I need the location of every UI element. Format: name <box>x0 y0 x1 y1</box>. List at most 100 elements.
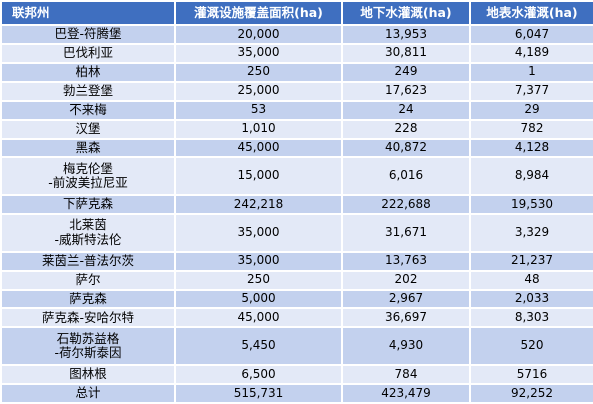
cell-groundwater: 36,697 <box>341 307 471 329</box>
cell-state: 总计 <box>0 382 176 404</box>
cell-state: 不来梅 <box>0 99 176 121</box>
cell-state: 梅克伦堡 -前波美拉尼亚 <box>0 156 176 197</box>
cell-surface: 3,329 <box>469 213 593 253</box>
cell-groundwater: 30,811 <box>341 42 471 64</box>
cell-groundwater: 4,930 <box>341 326 471 367</box>
cell-state: 巴登-符腾堡 <box>0 24 176 45</box>
state-name-line: 下萨克森 <box>62 196 113 212</box>
cell-surface: 48 <box>469 269 593 291</box>
table-row: 下萨克森 242,218 222,688 19,530 <box>0 194 593 216</box>
cell-coverage: 5,000 <box>174 288 343 310</box>
table-row: 黑森 45,000 40,872 4,128 <box>0 137 593 159</box>
state-name-line: 梅克伦堡 <box>62 160 113 176</box>
cell-coverage: 25,000 <box>174 80 343 102</box>
state-name-line: 柏林 <box>75 64 101 80</box>
header-surface: 地表水灌溉(ha) <box>469 0 593 26</box>
cell-state: 萨克森-安哈尔特 <box>0 307 176 329</box>
cell-groundwater: 40,872 <box>341 137 471 159</box>
cell-coverage: 35,000 <box>174 213 343 253</box>
cell-groundwater: 6,016 <box>341 156 471 197</box>
cell-state: 黑森 <box>0 137 176 159</box>
state-name-line: 总计 <box>75 385 101 401</box>
cell-state: 巴伐利亚 <box>0 42 176 64</box>
state-name-line: -威斯特法伦 <box>54 231 122 247</box>
cell-state: 石勒苏益格 -荷尔斯泰因 <box>0 326 176 367</box>
cell-groundwater: 202 <box>341 269 471 291</box>
cell-coverage: 20,000 <box>174 24 343 45</box>
cell-groundwater: 228 <box>341 118 471 140</box>
cell-coverage: 45,000 <box>174 307 343 329</box>
header-state: 联邦州 <box>0 0 176 26</box>
table-row: 北莱茵 -威斯特法伦 35,000 31,671 3,329 <box>0 213 593 253</box>
state-name-line: 萨克森-安哈尔特 <box>41 309 134 325</box>
cell-groundwater: 13,953 <box>341 24 471 45</box>
cell-surface: 7,377 <box>469 80 593 102</box>
cell-coverage: 35,000 <box>174 250 343 272</box>
cell-surface: 21,237 <box>469 250 593 272</box>
cell-surface: 1 <box>469 61 593 83</box>
cell-groundwater: 17,623 <box>341 80 471 102</box>
state-name-line: -前波美拉尼亚 <box>48 175 128 191</box>
header-row: 联邦州 灌溉设施覆盖面积(ha) 地下水灌溉(ha) 地表水灌溉(ha) <box>0 0 593 26</box>
header-coverage: 灌溉设施覆盖面积(ha) <box>174 0 343 26</box>
cell-coverage: 6,500 <box>174 364 343 385</box>
cell-groundwater: 784 <box>341 364 471 385</box>
table-row: 不来梅 53 24 29 <box>0 99 593 121</box>
state-name-line: 北莱茵 <box>69 217 107 233</box>
cell-groundwater: 249 <box>341 61 471 83</box>
cell-coverage: 250 <box>174 269 343 291</box>
cell-state: 北莱茵 -威斯特法伦 <box>0 213 176 253</box>
state-name-line: 巴登-符腾堡 <box>54 26 122 42</box>
table-row: 萨尔 250 202 48 <box>0 269 593 291</box>
cell-groundwater: 423,479 <box>341 382 471 404</box>
cell-coverage: 250 <box>174 61 343 83</box>
cell-state: 萨尔 <box>0 269 176 291</box>
state-name-line: 巴伐利亚 <box>62 45 113 61</box>
cell-coverage: 53 <box>174 99 343 121</box>
cell-coverage: 45,000 <box>174 137 343 159</box>
table-row: 梅克伦堡 -前波美拉尼亚 15,000 6,016 8,984 <box>0 156 593 197</box>
cell-coverage: 242,218 <box>174 194 343 216</box>
cell-coverage: 5,450 <box>174 326 343 367</box>
table-body: 巴登-符腾堡 20,000 13,953 6,047 巴伐利亚 35,000 30,811 4… <box>0 24 593 404</box>
cell-surface: 520 <box>469 326 593 367</box>
cell-surface: 5716 <box>469 364 593 385</box>
cell-state: 图林根 <box>0 364 176 385</box>
table-row: 石勒苏益格 -荷尔斯泰因 5,450 4,930 520 <box>0 326 593 367</box>
table-row: 总计 515,731 423,479 92,252 <box>0 382 593 404</box>
table-row: 巴登-符腾堡 20,000 13,953 6,047 <box>0 24 593 45</box>
cell-groundwater: 222,688 <box>341 194 471 216</box>
state-name-line: 莱茵兰-普法尔茨 <box>41 252 134 268</box>
state-name-line: 汉堡 <box>75 120 101 136</box>
table-row: 萨克森 5,000 2,967 2,033 <box>0 288 593 310</box>
state-name-line: 不来梅 <box>69 101 107 117</box>
table-row: 萨克森-安哈尔特 45,000 36,697 8,303 <box>0 307 593 329</box>
cell-surface: 782 <box>469 118 593 140</box>
cell-surface: 19,530 <box>469 194 593 216</box>
cell-coverage: 15,000 <box>174 156 343 197</box>
table-row: 勃兰登堡 25,000 17,623 7,377 <box>0 80 593 102</box>
cell-surface: 8,984 <box>469 156 593 197</box>
state-name-line: -荷尔斯泰因 <box>54 345 122 361</box>
cell-state: 汉堡 <box>0 118 176 140</box>
state-name-line: 石勒苏益格 <box>56 330 120 346</box>
state-name-line: 图林根 <box>69 366 107 382</box>
state-name-line: 勃兰登堡 <box>62 83 113 99</box>
cell-surface: 29 <box>469 99 593 121</box>
cell-groundwater: 2,967 <box>341 288 471 310</box>
table-row: 图林根 6,500 784 5716 <box>0 364 593 385</box>
cell-coverage: 515,731 <box>174 382 343 404</box>
header-groundwater: 地下水灌溉(ha) <box>341 0 471 26</box>
cell-state: 萨克森 <box>0 288 176 310</box>
table-row: 莱茵兰-普法尔茨 35,000 13,763 21,237 <box>0 250 593 272</box>
cell-surface: 92,252 <box>469 382 593 404</box>
cell-surface: 2,033 <box>469 288 593 310</box>
state-name-line: 萨克森 <box>69 290 107 306</box>
cell-groundwater: 24 <box>341 99 471 121</box>
cell-surface: 6,047 <box>469 24 593 45</box>
table-row: 巴伐利亚 35,000 30,811 4,189 <box>0 42 593 64</box>
cell-state: 柏林 <box>0 61 176 83</box>
cell-state: 下萨克森 <box>0 194 176 216</box>
table-row: 柏林 250 249 1 <box>0 61 593 83</box>
